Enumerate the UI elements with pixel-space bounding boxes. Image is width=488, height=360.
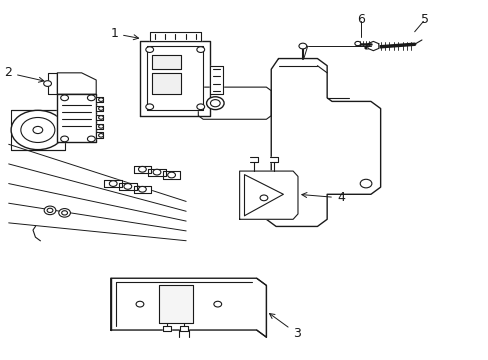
Polygon shape — [180, 327, 187, 331]
Circle shape — [61, 136, 68, 142]
Polygon shape — [152, 73, 181, 94]
Circle shape — [99, 107, 103, 111]
Circle shape — [260, 195, 267, 201]
Polygon shape — [119, 183, 136, 190]
Circle shape — [109, 181, 117, 186]
Circle shape — [136, 301, 143, 307]
Polygon shape — [159, 285, 193, 323]
Polygon shape — [269, 157, 277, 162]
Polygon shape — [96, 114, 103, 120]
Text: 1: 1 — [110, 27, 138, 40]
Polygon shape — [198, 87, 271, 119]
Circle shape — [298, 43, 306, 49]
Polygon shape — [163, 171, 180, 179]
Polygon shape — [11, 111, 64, 150]
Polygon shape — [149, 32, 201, 41]
Polygon shape — [47, 73, 57, 94]
Circle shape — [11, 111, 64, 150]
Circle shape — [21, 117, 55, 143]
Circle shape — [59, 208, 70, 217]
Polygon shape — [147, 46, 203, 111]
Polygon shape — [96, 132, 103, 138]
Circle shape — [99, 98, 103, 102]
Text: 2: 2 — [4, 66, 44, 82]
Circle shape — [61, 211, 67, 215]
Polygon shape — [111, 278, 266, 337]
Text: 4: 4 — [301, 192, 344, 204]
Circle shape — [145, 104, 153, 110]
Circle shape — [123, 184, 131, 189]
Text: 5: 5 — [421, 13, 428, 26]
Polygon shape — [148, 168, 165, 176]
Circle shape — [44, 206, 56, 215]
Circle shape — [145, 47, 153, 53]
Circle shape — [47, 208, 53, 212]
Polygon shape — [163, 327, 170, 331]
Circle shape — [99, 134, 103, 137]
Circle shape — [87, 95, 95, 101]
Polygon shape — [133, 166, 151, 173]
Circle shape — [33, 126, 42, 134]
Polygon shape — [244, 175, 283, 216]
Circle shape — [99, 116, 103, 119]
Polygon shape — [57, 94, 96, 143]
Circle shape — [43, 81, 51, 86]
Circle shape — [138, 186, 146, 192]
Text: 6: 6 — [357, 13, 365, 26]
Polygon shape — [266, 59, 380, 226]
Circle shape — [138, 166, 146, 172]
Polygon shape — [367, 41, 378, 51]
Circle shape — [213, 301, 221, 307]
Circle shape — [153, 169, 161, 175]
Polygon shape — [57, 73, 96, 94]
Circle shape — [167, 172, 175, 178]
Circle shape — [197, 47, 204, 53]
Polygon shape — [152, 55, 181, 69]
Circle shape — [61, 95, 68, 101]
Circle shape — [210, 100, 220, 107]
Circle shape — [87, 136, 95, 142]
Polygon shape — [96, 106, 103, 111]
Polygon shape — [239, 171, 297, 219]
Polygon shape — [133, 186, 151, 193]
Circle shape — [206, 97, 224, 110]
Circle shape — [99, 125, 103, 128]
Polygon shape — [96, 97, 103, 103]
Polygon shape — [250, 157, 258, 162]
Circle shape — [360, 179, 371, 188]
Circle shape — [354, 41, 360, 46]
Polygon shape — [140, 41, 210, 116]
Polygon shape — [104, 180, 122, 187]
Circle shape — [197, 104, 204, 110]
Text: 3: 3 — [269, 314, 301, 340]
Polygon shape — [210, 66, 222, 94]
Polygon shape — [96, 123, 103, 129]
